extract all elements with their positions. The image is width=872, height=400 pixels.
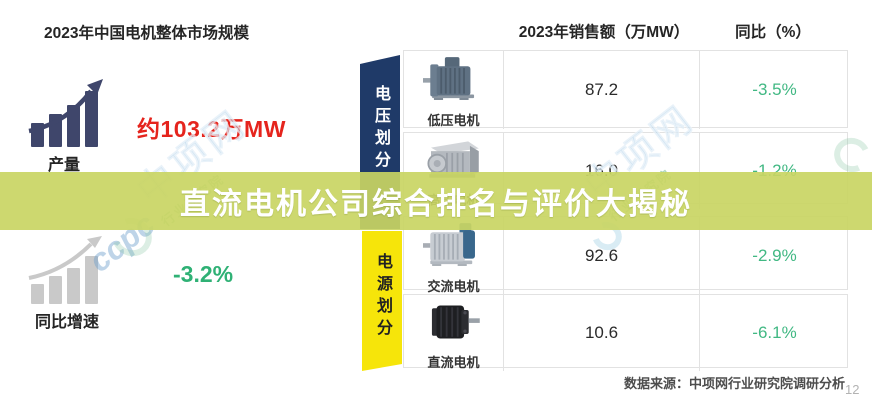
production-bar-chart-icon: [27, 79, 105, 156]
column-header-yoy: 同比（%）: [735, 24, 811, 41]
sales-value: 10.6: [504, 295, 700, 371]
low-voltage-motor-icon: [422, 55, 485, 108]
motor-name-label: 低压电机: [427, 113, 480, 128]
headline-banner: 直流电机公司综合排名与评价大揭秘: [0, 172, 872, 230]
table-row: 低压电机 87.2 -3.5%: [403, 50, 848, 129]
yoy-value: -3.5%: [752, 80, 797, 99]
production-value: 约103.2万MW: [137, 116, 286, 142]
left-panel-title: 2023年中国电机整体市场规模: [44, 25, 249, 42]
yoy-value: -2.9%: [752, 246, 797, 265]
group-bar-power-source: 电源划分: [362, 231, 402, 371]
data-source-note: 数据来源：中项网行业研究院调研分析: [623, 376, 845, 391]
growth-label: 同比增速: [35, 314, 100, 331]
yoy-value: -6.1%: [752, 323, 797, 342]
column-header-sales: 2023年销售额（万MW）: [518, 24, 690, 41]
growth-value: -3.2%: [173, 261, 234, 287]
table-row: 直流电机 10.6 -6.1%: [403, 294, 848, 371]
sales-value: 87.2: [504, 51, 700, 129]
motor-name-label: 直流电机: [427, 355, 480, 370]
production-label: 产量: [48, 157, 81, 174]
growth-bar-chart-icon: [27, 236, 105, 313]
motor-name-label: 交流电机: [427, 279, 480, 294]
dc-motor-icon: [426, 299, 482, 350]
group-bar-voltage-label: 电压划分: [372, 85, 389, 173]
sales-value: 92.6: [504, 217, 700, 295]
low-voltage-motor-cell: 低压电机: [404, 51, 504, 129]
dc-motor-cell: 直流电机: [404, 295, 504, 371]
page-number: 12: [845, 382, 860, 397]
headline-banner-text: 直流电机公司综合排名与评价大揭秘: [180, 188, 692, 221]
group-bar-power-source-label: 电源划分: [374, 253, 391, 341]
